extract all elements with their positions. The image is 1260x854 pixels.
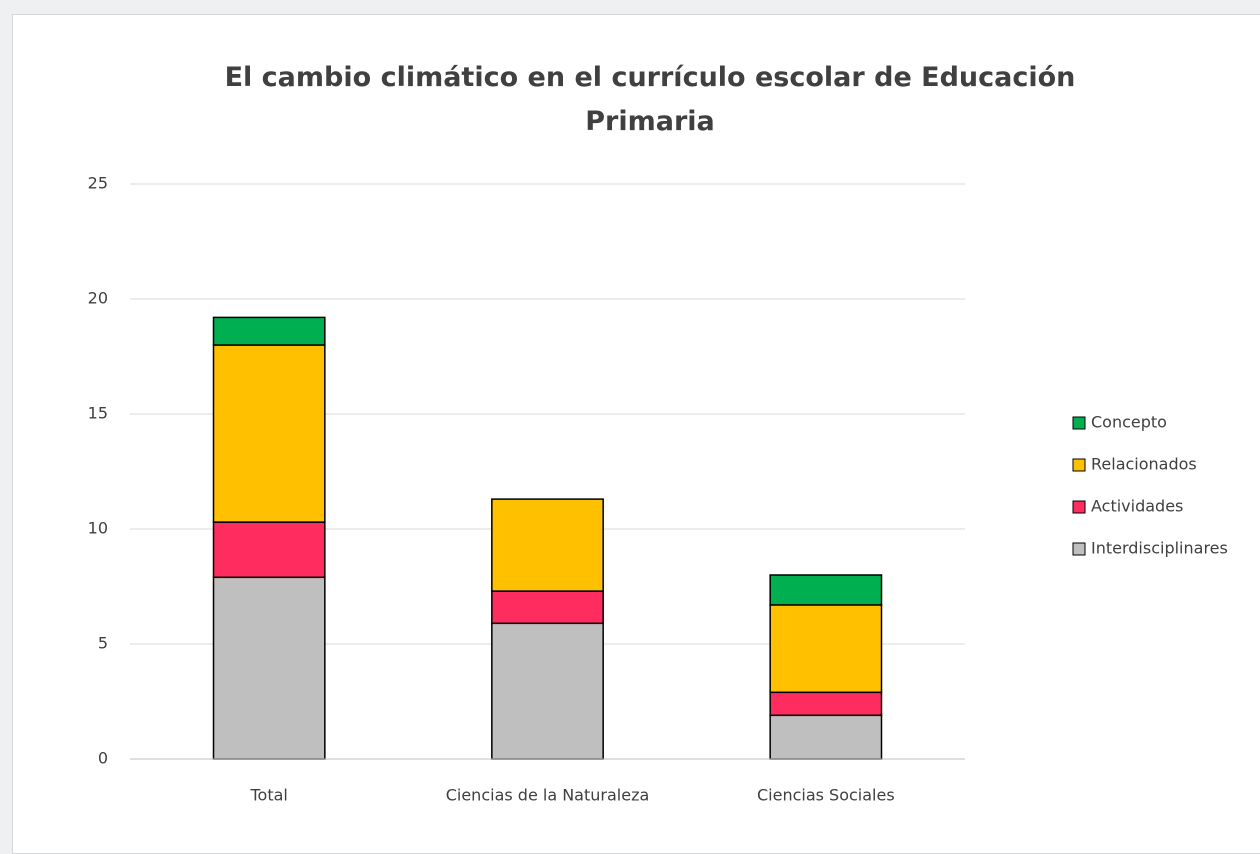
bar-segment <box>769 714 883 760</box>
bar-segment <box>212 344 326 523</box>
legend-label: Actividades <box>1091 497 1183 516</box>
x-tick-label: Total <box>249 786 287 805</box>
legend-swatch <box>1072 500 1086 514</box>
y-tick-label: 25 <box>88 174 108 193</box>
bar-segment <box>491 498 604 592</box>
y-tick-label: 20 <box>88 289 108 308</box>
y-tick-label: 10 <box>88 519 108 538</box>
bar-segment <box>769 604 883 694</box>
chart-title: El cambio climático en el currículo esco… <box>224 62 1076 137</box>
y-tick-label: 0 <box>98 749 108 768</box>
legend-label: Interdisciplinares <box>1091 539 1228 558</box>
legend-label: Relacionados <box>1091 455 1197 474</box>
bar-segment <box>769 574 883 606</box>
bar-segment <box>212 576 326 760</box>
legend-swatch <box>1072 458 1086 472</box>
x-tick-label: Ciencias de la Naturaleza <box>446 786 650 805</box>
bar-segment <box>212 316 326 346</box>
legend-swatch <box>1072 416 1086 430</box>
bar-segment <box>212 521 326 579</box>
bar-segment <box>769 691 883 717</box>
legend-label: Concepto <box>1091 413 1167 432</box>
bar-segment <box>491 590 604 625</box>
bar-segment <box>491 622 604 760</box>
x-tick-label: Ciencias Sociales <box>757 786 895 805</box>
y-tick-label: 5 <box>98 634 108 653</box>
legend-swatch <box>1072 542 1086 556</box>
y-tick-label: 15 <box>88 404 108 423</box>
